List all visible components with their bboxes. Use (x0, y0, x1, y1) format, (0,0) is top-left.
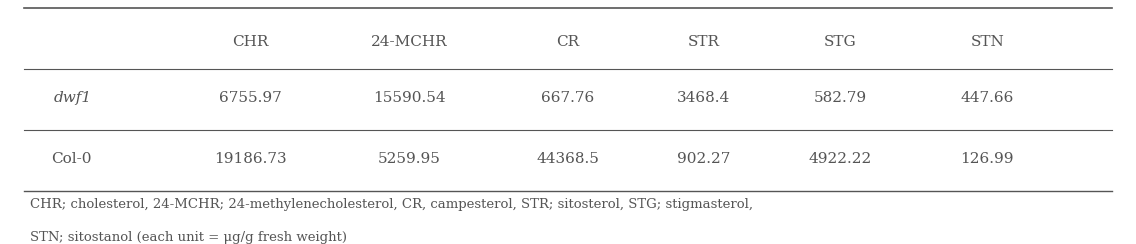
Text: 19186.73: 19186.73 (215, 152, 287, 166)
Text: 24-MCHR: 24-MCHR (371, 35, 448, 49)
Text: CHR: CHR (233, 35, 269, 49)
Text: CR: CR (557, 35, 579, 49)
Text: 5259.95: 5259.95 (378, 152, 441, 166)
Text: STN; sitostanol (each unit = μg/g fresh weight): STN; sitostanol (each unit = μg/g fresh … (30, 232, 346, 244)
Text: CHR; cholesterol, 24-MCHR; 24-methylenecholesterol, CR, campesterol, STR; sitost: CHR; cholesterol, 24-MCHR; 24-methylenec… (30, 198, 753, 211)
Text: Col-0: Col-0 (51, 152, 92, 166)
Text: 4922.22: 4922.22 (809, 152, 871, 166)
Text: 3468.4: 3468.4 (677, 91, 730, 105)
Text: 582.79: 582.79 (813, 91, 867, 105)
Text: STG: STG (824, 35, 857, 49)
Text: STN: STN (970, 35, 1004, 49)
Text: 15590.54: 15590.54 (373, 91, 445, 105)
Text: 902.27: 902.27 (677, 152, 730, 166)
Text: dwf1: dwf1 (53, 91, 92, 105)
Text: 6755.97: 6755.97 (219, 91, 282, 105)
Text: STR: STR (688, 35, 720, 49)
Text: 667.76: 667.76 (542, 91, 594, 105)
Text: 447.66: 447.66 (961, 91, 1014, 105)
Text: 44368.5: 44368.5 (536, 152, 600, 166)
Text: 126.99: 126.99 (961, 152, 1014, 166)
